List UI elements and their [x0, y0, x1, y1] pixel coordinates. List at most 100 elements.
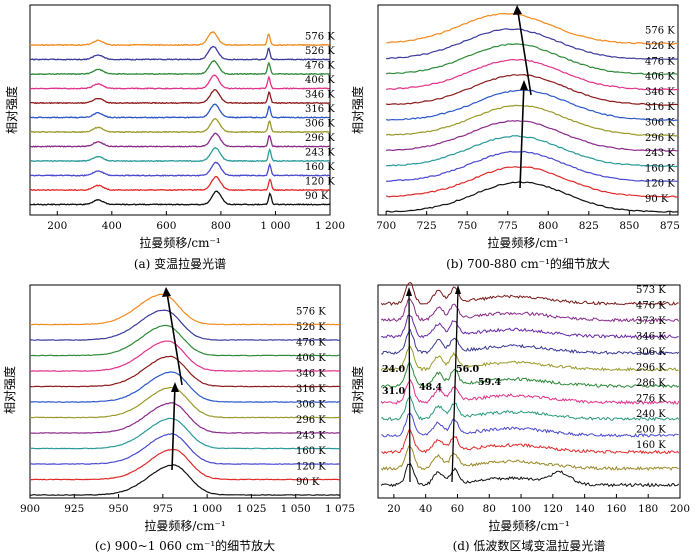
panel-d-series — [381, 428, 680, 455]
panel-b-frame — [377, 4, 679, 216]
panel-b-ylabel: 相对强度 — [350, 86, 365, 134]
panel-d-xtick-label: 60 — [451, 503, 464, 515]
panel-c-series — [29, 309, 341, 341]
panel-a-series-label: 120 K — [305, 177, 335, 188]
panel-c-series — [29, 371, 341, 403]
panel-c-xtick-label: 900 — [20, 503, 40, 515]
panel-d-series-label: 286 K — [636, 378, 666, 389]
panel-a-xtick-label: 600 — [156, 220, 176, 232]
panel-c-series — [29, 448, 341, 481]
panel-d-series-label: 573 K — [636, 285, 666, 296]
panel-c-xtick-label: 925 — [64, 503, 84, 515]
panel-d-series — [381, 328, 680, 355]
panel-a-xlabel: 拉曼频移/cm⁻¹ — [139, 235, 220, 250]
panel-a-series-label: 346 K — [305, 90, 335, 101]
panel-b-xtick-label: 850 — [619, 220, 639, 232]
panel-b-trend-arrow-upper — [517, 11, 532, 96]
panel-a-series-90K — [29, 190, 330, 206]
panel-a-ylabel: 相对强度 — [4, 86, 19, 134]
panel-d-series-label: 160 K — [636, 440, 666, 451]
panel-a-xtick-label: 1 000 — [260, 220, 290, 232]
panel-b-xtick-label: 875 — [660, 220, 680, 232]
panel-c-series-label: 406 K — [296, 353, 326, 364]
panel-d-series-label: 306 K — [636, 347, 666, 358]
panel-d-arrow-56 — [451, 289, 459, 483]
panel-a-xtick-label: 800 — [211, 220, 231, 232]
panel-c-trend-arrow-lower — [171, 384, 176, 471]
panel-d-series-label: 240 K — [636, 409, 666, 420]
panel-b-series — [385, 58, 679, 91]
panel-c-series-label: 90 K — [296, 477, 320, 488]
panel-b-series-label: 316 K — [645, 102, 675, 113]
panel-a-frame — [29, 4, 331, 216]
panel-c-series-label: 243 K — [296, 431, 326, 442]
panel-d-series-label: 373 K — [636, 316, 666, 327]
panel-b-series — [386, 12, 679, 45]
panel-b-series-label: 306 K — [645, 118, 675, 129]
panel-c-frame — [29, 284, 341, 499]
panel-c-xtick-label: 1 075 — [325, 503, 355, 515]
panel-b-series — [386, 150, 679, 183]
panel-a-xtick-label: 400 — [102, 220, 122, 232]
panel-d-annotation-31: 31.0 — [382, 386, 406, 397]
panel-a-series-296K — [29, 132, 330, 148]
panel-a-series-label: 90 K — [305, 191, 329, 202]
panel-b-xtick-label: 825 — [579, 220, 599, 232]
panel-a-series-476K — [30, 59, 330, 76]
panel-a-xtick-label: 200 — [47, 220, 67, 232]
panel-d-xtick-label: 120 — [543, 503, 563, 515]
panel-b-series-label: 576 K — [645, 26, 675, 37]
panel-d-series — [380, 345, 679, 372]
panel-b-series — [386, 180, 679, 213]
panel-c-series-label: 306 K — [296, 400, 326, 411]
panel-b-series-label: 243 K — [645, 148, 675, 159]
panel-d-xtick-label: 100 — [511, 503, 531, 515]
panel-c-xtick-label: 1 050 — [281, 503, 311, 515]
panel-c-series — [29, 464, 341, 496]
panel-d-ylabel: 相对强度 — [350, 366, 365, 414]
panel-a-series-316K — [29, 103, 330, 119]
panel-d-series-label: 276 K — [636, 394, 666, 405]
panel-d-series — [380, 379, 680, 405]
panel-c-arrowhead-lower — [171, 382, 179, 392]
panel-b-xtick-label: 700 — [376, 220, 396, 232]
panel-b-arrowhead-upper — [513, 5, 522, 15]
panel-a-series-label: 316 K — [305, 104, 335, 115]
panel-b-series — [385, 89, 678, 122]
panel-a-series-label: 526 K — [305, 46, 335, 57]
panel-d-series-label: 296 K — [636, 363, 666, 374]
panel-d-xtick-label: 160 — [606, 503, 626, 515]
panel-b-series — [385, 166, 679, 198]
panel-a-series-label: 243 K — [305, 148, 335, 159]
panel-b-xlabel: 拉曼频移/cm⁻¹ — [487, 235, 568, 250]
panel-b-series-label: 526 K — [645, 41, 675, 52]
panel-c-xtick-label: 1 025 — [236, 503, 266, 515]
panel-d-xtick-label: 140 — [575, 503, 595, 515]
panel-a-series-406K — [29, 74, 330, 90]
panel-b-series — [385, 73, 679, 106]
panel-d-annotation-24: 24.0 — [382, 364, 406, 375]
panel-d-xtick-label: 200 — [670, 503, 690, 515]
panel-c-series-label: 120 K — [296, 462, 326, 473]
panel-c-caption: (c) 900~1 060 cm⁻¹的细节放大 — [95, 538, 275, 553]
panel-c-xtick-label: 950 — [109, 503, 129, 515]
panel-b-series-label: 476 K — [645, 56, 675, 67]
panel-a-series-243K — [29, 147, 330, 163]
panel-d-series — [380, 282, 679, 306]
panel-b-xtick-label: 750 — [457, 220, 477, 232]
panel-d-arrow-24 — [408, 291, 411, 483]
panel-c-series-label: 526 K — [296, 322, 326, 333]
panel-a-series-label: 296 K — [305, 133, 335, 144]
panel-a-series-306K — [29, 118, 330, 134]
panel-b-series — [386, 28, 679, 61]
panel-d-series — [380, 298, 680, 323]
panel-b-series-label: 90 K — [645, 194, 669, 205]
panel-d-arrowhead-24 — [406, 287, 412, 296]
panel-c-ylabel: 相对强度 — [2, 366, 17, 414]
panel-c-series-label: 160 K — [296, 446, 326, 457]
panel-b-xtick-label: 775 — [498, 220, 518, 232]
panel-b-series-label: 160 K — [645, 163, 675, 174]
panel-a-series-label: 406 K — [305, 75, 335, 86]
panel-d-xtick-label: 40 — [419, 503, 432, 515]
panel-a-series-120K — [29, 176, 330, 192]
